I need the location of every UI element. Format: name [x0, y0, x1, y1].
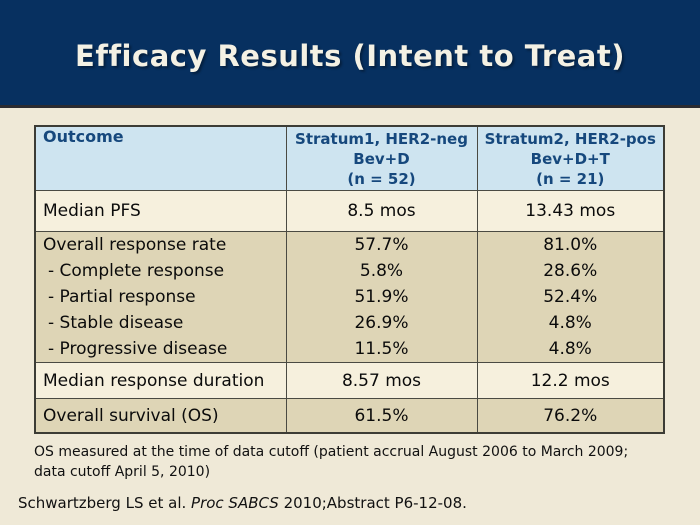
table-row-median-pfs: Median PFS 8.5 mos 13.43 mos — [34, 190, 665, 232]
title-bar: Efficacy Results (Intent to Treat) — [0, 0, 700, 108]
row-label: Overall response rate — [34, 231, 287, 258]
table-row-overall-response-rate: Overall response rate 57.7% 81.0% — [34, 231, 665, 258]
stratum1-header-line3: (n = 52) — [347, 170, 416, 188]
stratum1-column-header: Stratum1, HER2-neg Bev+D (n = 52) — [285, 125, 478, 191]
citation-journal: Proc SABCS — [191, 494, 279, 512]
stratum2-value: 12.2 mos — [476, 362, 665, 399]
stratum1-value: 26.9% — [285, 310, 478, 336]
citation-suffix: 2010;Abstract P6-12-08. — [278, 494, 467, 512]
table-header-row: Outcome Stratum1, HER2-neg Bev+D (n = 52… — [34, 125, 665, 191]
row-label: Median PFS — [34, 190, 287, 232]
row-label: Overall survival (OS) — [34, 398, 287, 434]
row-label: - Partial response — [34, 284, 287, 310]
outcome-header-label: Outcome — [43, 127, 124, 146]
stratum2-column-header: Stratum2, HER2-pos Bev+D+T (n = 21) — [476, 125, 665, 191]
footnote-line2: data cutoff April 5, 2010) — [34, 464, 211, 480]
stratum1-value: 51.9% — [285, 284, 478, 310]
stratum2-header-line1: Stratum2, HER2-pos — [484, 130, 656, 148]
table-row-complete-response: - Complete response 5.8% 28.6% — [34, 258, 665, 284]
stratum2-value: 4.8% — [476, 310, 665, 336]
stratum2-value: 81.0% — [476, 231, 665, 258]
citation: Schwartzberg LS et al. Proc SABCS 2010;A… — [18, 494, 467, 512]
table-row-stable-disease: - Stable disease 26.9% 4.8% — [34, 310, 665, 336]
stratum2-value: 28.6% — [476, 258, 665, 284]
row-label: Median response duration — [34, 362, 287, 399]
efficacy-results-table: Outcome Stratum1, HER2-neg Bev+D (n = 52… — [34, 125, 665, 434]
stratum1-value: 11.5% — [285, 336, 478, 363]
row-label: - Stable disease — [34, 310, 287, 336]
table-row-progressive-disease: - Progressive disease 11.5% 4.8% — [34, 336, 665, 363]
citation-prefix: Schwartzberg LS et al. — [18, 494, 192, 512]
table-row-partial-response: - Partial response 51.9% 52.4% — [34, 284, 665, 310]
footnote: OS measured at the time of data cutoff (… — [34, 442, 628, 482]
stratum1-value: 8.57 mos — [285, 362, 478, 399]
stratum1-header-line2: Bev+D — [353, 150, 410, 168]
page-title: Efficacy Results (Intent to Treat) — [75, 38, 625, 73]
stratum2-value: 13.43 mos — [476, 190, 665, 232]
stratum1-header-line1: Stratum1, HER2-neg — [295, 130, 468, 148]
row-label: - Complete response — [34, 258, 287, 284]
table-row-overall-survival: Overall survival (OS) 61.5% 76.2% — [34, 398, 665, 434]
table-row-median-response-duration: Median response duration 8.57 mos 12.2 m… — [34, 362, 665, 399]
row-label: - Progressive disease — [34, 336, 287, 363]
stratum1-value: 8.5 mos — [285, 190, 478, 232]
stratum2-value: 76.2% — [476, 398, 665, 434]
stratum2-value: 4.8% — [476, 336, 665, 363]
stratum2-value: 52.4% — [476, 284, 665, 310]
stratum1-value: 5.8% — [285, 258, 478, 284]
stratum1-value: 61.5% — [285, 398, 478, 434]
footnote-line1: OS measured at the time of data cutoff (… — [34, 444, 629, 460]
stratum2-header-line3: (n = 21) — [536, 170, 605, 188]
stratum2-header-line2: Bev+D+T — [530, 150, 610, 168]
stratum1-value: 57.7% — [285, 231, 478, 258]
outcome-column-header: Outcome — [34, 125, 287, 191]
